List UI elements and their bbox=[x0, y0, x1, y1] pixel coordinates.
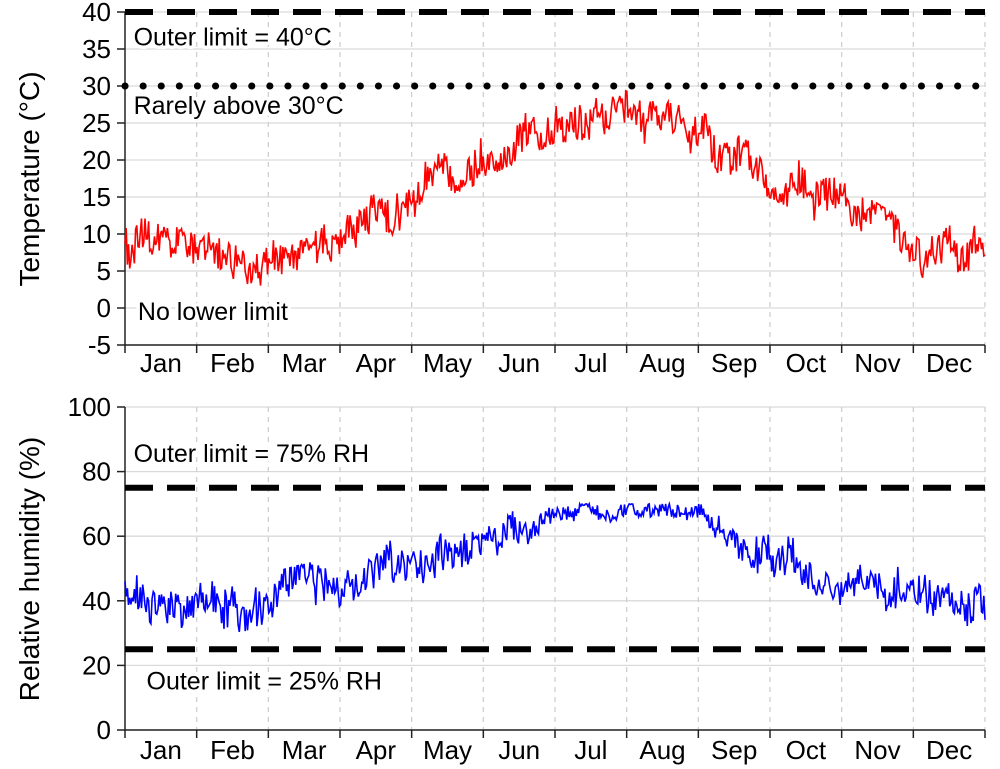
y-tick-label: 80 bbox=[82, 457, 111, 487]
x-tick-label-may: May bbox=[423, 348, 472, 378]
humidity-annotation-0: Outer limit = 75% RH bbox=[134, 440, 370, 468]
x-tick-label-feb: Feb bbox=[210, 348, 255, 378]
x-tick-label-may: May bbox=[423, 735, 472, 765]
x-tick-label-jul: Jul bbox=[574, 735, 607, 765]
y-tick-label: 0 bbox=[97, 715, 111, 745]
x-tick-label-feb: Feb bbox=[210, 735, 255, 765]
y-tick-label: 20 bbox=[82, 145, 111, 175]
y-tick-label: 40 bbox=[82, 586, 111, 616]
y-tick-label: 15 bbox=[82, 182, 111, 212]
x-tick-label-nov: Nov bbox=[854, 735, 900, 765]
temperature-annotation-2: No lower limit bbox=[138, 298, 288, 326]
x-tick-label-oct: Oct bbox=[786, 735, 827, 765]
temperature-annotation-0: Outer limit = 40°C bbox=[134, 23, 332, 51]
x-tick-label-aug: Aug bbox=[639, 348, 685, 378]
x-tick-label-dec: Dec bbox=[926, 348, 972, 378]
humidity-chart: 0 20 40 60 80 100 Jan Feb Mar Apr May Jun Jul Aug Sep O… bbox=[68, 392, 986, 765]
y-tick-label: 35 bbox=[82, 34, 111, 64]
humidity-annotation-1: Outer limit = 25% RH bbox=[147, 668, 383, 696]
x-tick-label-jun: Jun bbox=[498, 735, 540, 765]
temperature-chart: -5 0 5 10 15 20 25 30 35 40 Jan Feb Mar Apr May Jun Jul A… bbox=[82, 0, 989, 378]
x-tick-label-mar: Mar bbox=[282, 735, 327, 765]
x-tick-label-oct: Oct bbox=[786, 348, 827, 378]
y-tick-label: 30 bbox=[82, 71, 111, 101]
x-tick-label-dec: Dec bbox=[926, 735, 972, 765]
x-tick-label-jun: Jun bbox=[498, 348, 540, 378]
x-tick-label-jan: Jan bbox=[140, 735, 182, 765]
y-tick-label: -5 bbox=[88, 330, 111, 360]
x-tick-label-nov: Nov bbox=[854, 348, 900, 378]
humidity-series-line bbox=[124, 500, 986, 633]
x-tick-label-jan: Jan bbox=[140, 348, 182, 378]
y-tick-label: 60 bbox=[82, 521, 111, 551]
x-tick-label-sep: Sep bbox=[711, 735, 757, 765]
x-tick-label-aug: Aug bbox=[639, 735, 685, 765]
temperature-series-line bbox=[124, 89, 986, 286]
y-tick-label: 40 bbox=[82, 0, 111, 27]
x-tick-label-apr: Apr bbox=[356, 348, 397, 378]
temperature-annotation-1: Rarely above 30°C bbox=[134, 92, 344, 120]
y-tick-label: 10 bbox=[82, 219, 111, 249]
x-tick-label-sep: Sep bbox=[711, 348, 757, 378]
y-tick-label: 20 bbox=[82, 650, 111, 680]
x-tick-label-apr: Apr bbox=[356, 735, 397, 765]
x-tick-label-mar: Mar bbox=[282, 348, 327, 378]
y-tick-label: 100 bbox=[68, 392, 111, 422]
y-tick-label: 25 bbox=[82, 108, 111, 138]
y-tick-label: 0 bbox=[97, 293, 111, 323]
y-tick-label: 5 bbox=[97, 256, 111, 286]
x-tick-label-jul: Jul bbox=[574, 348, 607, 378]
